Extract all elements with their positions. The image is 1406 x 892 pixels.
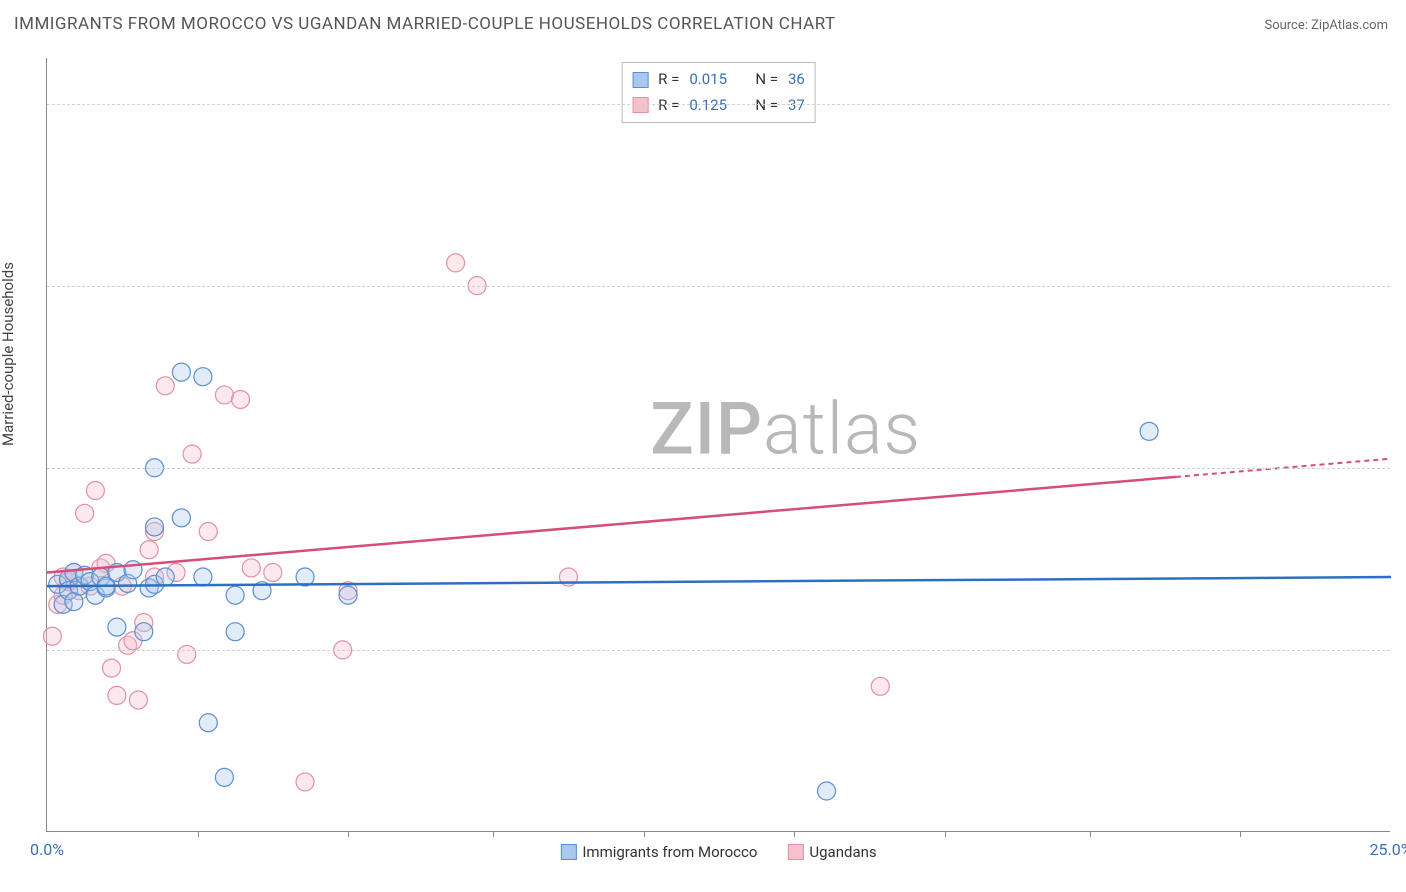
data-point: [146, 518, 164, 536]
data-point: [103, 659, 121, 677]
data-point: [194, 568, 212, 586]
data-point: [172, 509, 190, 527]
legend-item-morocco: Immigrants from Morocco: [560, 843, 757, 861]
data-point: [86, 482, 104, 500]
trend-line: [47, 577, 1391, 586]
y-tick-label: 40.0%: [1400, 640, 1406, 659]
data-point: [108, 686, 126, 704]
data-point: [183, 445, 201, 463]
data-point: [226, 586, 244, 604]
data-point: [108, 618, 126, 636]
y-tick-label: 60.0%: [1400, 458, 1406, 477]
chart-title: IMMIGRANTS FROM MOROCCO VS UGANDAN MARRI…: [14, 14, 836, 34]
trend-line: [47, 477, 1176, 573]
data-point: [172, 363, 190, 381]
data-point: [447, 254, 465, 272]
data-point: [199, 523, 217, 541]
x-tick-label: 25.0%: [1370, 840, 1406, 859]
data-point: [232, 390, 250, 408]
data-point: [178, 645, 196, 663]
legend-label-morocco: Immigrants from Morocco: [582, 843, 757, 861]
data-point: [215, 386, 233, 404]
data-point: [194, 368, 212, 386]
data-point: [296, 773, 314, 791]
y-tick-label: 100.0%: [1400, 94, 1406, 113]
data-point: [140, 541, 158, 559]
data-point: [1140, 422, 1158, 440]
legend-swatch-ugandans: [787, 844, 803, 860]
data-point: [818, 782, 836, 800]
y-axis-label: Married-couple Households: [0, 262, 17, 446]
legend-swatch-morocco: [560, 844, 576, 860]
data-point: [156, 377, 174, 395]
scatter-svg: [47, 58, 1390, 831]
x-tick-label: 0.0%: [30, 840, 64, 859]
legend-label-ugandans: Ugandans: [809, 843, 876, 861]
data-point: [199, 714, 217, 732]
data-point: [76, 504, 94, 522]
plot-area: ZIPatlas R = 0.015 N = 36 R = 0.125 N = …: [46, 58, 1390, 832]
source-label: Source: ZipAtlas.com: [1264, 18, 1388, 33]
data-point: [215, 768, 233, 786]
legend-item-ugandans: Ugandans: [787, 843, 876, 861]
data-point: [43, 627, 61, 645]
data-point: [339, 586, 357, 604]
data-point: [871, 677, 889, 695]
data-point: [226, 623, 244, 641]
data-point: [264, 563, 282, 581]
data-point: [129, 691, 147, 709]
data-point: [156, 568, 174, 586]
data-point: [135, 623, 153, 641]
y-tick-label: 80.0%: [1400, 276, 1406, 295]
data-point: [242, 559, 260, 577]
bottom-legend: Immigrants from Morocco Ugandans: [560, 843, 876, 861]
